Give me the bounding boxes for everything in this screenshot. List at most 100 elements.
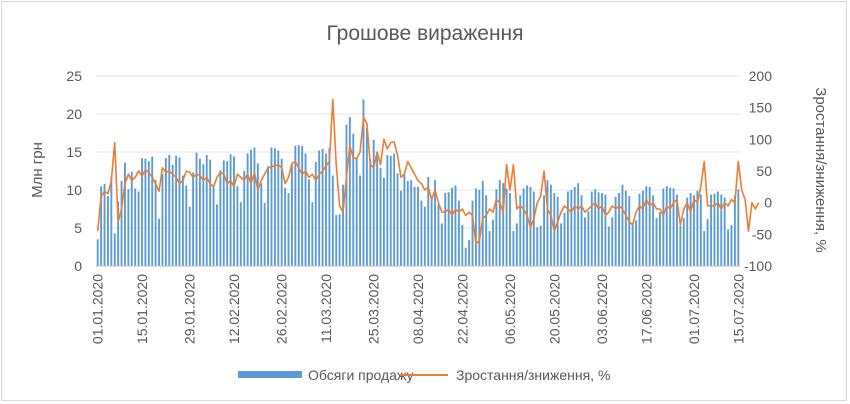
y2-tick-label-4: 100 (749, 131, 773, 147)
bar-86 (389, 155, 392, 266)
bar-170 (676, 194, 678, 266)
bar-3 (106, 196, 109, 266)
bar-112 (478, 190, 481, 266)
bar-142 (580, 195, 583, 266)
bar-83 (379, 167, 382, 266)
bar-110 (471, 200, 474, 266)
bar-105 (454, 185, 457, 266)
bar-89 (400, 190, 402, 266)
bar-65 (318, 150, 321, 266)
bar-57 (290, 164, 293, 266)
bar-175 (693, 195, 695, 266)
bar-121 (509, 193, 511, 266)
bar-176 (696, 190, 699, 266)
bar-114 (485, 195, 488, 266)
bar-24 (178, 157, 181, 266)
bar-17 (154, 180, 157, 266)
y2-tick-label-1: -50 (752, 226, 772, 242)
bar-49 (263, 202, 266, 266)
bar-131 (543, 195, 546, 266)
bar-80 (369, 158, 372, 266)
bar-21 (168, 155, 171, 266)
bar-108 (464, 247, 467, 266)
bar-109 (468, 240, 471, 266)
bar-173 (686, 197, 689, 266)
bar-100 (437, 204, 440, 266)
bar-156 (628, 196, 631, 266)
bar-118 (498, 180, 501, 266)
bar-96 (423, 206, 426, 266)
bar-19 (161, 174, 164, 266)
bar-149 (604, 194, 607, 266)
bar-81 (372, 139, 375, 266)
bar-1 (100, 186, 103, 266)
bar-148 (601, 193, 603, 266)
bar-38 (226, 161, 229, 266)
y2-tick-label-5: 150 (749, 100, 773, 116)
x-tick-label-3: 12.02.2020 (226, 274, 242, 344)
bar-4 (110, 176, 113, 266)
y-tick-label-3: 15 (66, 144, 82, 160)
bar-61 (304, 153, 307, 266)
bar-42 (239, 202, 242, 266)
bar-31 (202, 164, 205, 266)
y-axis-label: Млн грн (29, 142, 46, 198)
x-tick-label-8: 22.04.2020 (454, 274, 470, 344)
bar-48 (260, 183, 263, 266)
bar-51 (270, 147, 273, 266)
bar-158 (635, 220, 638, 266)
bar-79 (365, 127, 368, 267)
bar-186 (730, 224, 733, 266)
bar-107 (461, 224, 464, 266)
bar-125 (522, 188, 525, 266)
bar-182 (716, 191, 719, 266)
bar-144 (587, 211, 590, 266)
y-tick-label-0: 0 (74, 258, 82, 274)
bar-44 (246, 153, 249, 266)
x-tick-label-10: 20.05.2020 (546, 274, 562, 344)
bar-161 (645, 186, 648, 266)
bar-37 (222, 160, 225, 266)
bar-75 (352, 133, 355, 266)
bar-47 (256, 163, 259, 266)
bar-154 (621, 184, 624, 266)
bar-58 (294, 145, 297, 266)
line-series (96, 98, 760, 245)
bar-116 (492, 219, 494, 266)
bar-164 (655, 218, 658, 266)
legend-bar-label: Обсяги продажу (308, 367, 413, 383)
bar-10 (130, 171, 133, 266)
bar-185 (727, 229, 730, 266)
x-tick-label-1: 15.01.2020 (134, 274, 150, 344)
bar-90 (403, 174, 406, 266)
x-tick-label-7: 08.04.2020 (410, 274, 426, 344)
x-tick-label-2: 29.01.2020 (182, 274, 198, 344)
bar-166 (662, 188, 665, 266)
bar-122 (512, 231, 515, 266)
bar-133 (549, 184, 552, 266)
bar-46 (253, 147, 256, 266)
bar-167 (665, 186, 668, 266)
bar-27 (188, 206, 191, 266)
bar-115 (488, 231, 491, 266)
bar-82 (376, 156, 379, 266)
y-tick-label-2: 10 (66, 182, 82, 198)
bar-140 (573, 186, 576, 266)
bar-165 (658, 212, 661, 266)
bar-28 (192, 172, 195, 266)
bar-124 (519, 195, 522, 266)
bar-76 (355, 158, 358, 266)
bar-16 (151, 156, 154, 266)
bar-32 (205, 155, 208, 266)
bar-43 (243, 171, 246, 266)
bar-67 (325, 153, 327, 266)
bar-62 (308, 179, 310, 266)
bar-30 (198, 158, 201, 266)
bar-106 (457, 200, 460, 266)
bar-92 (410, 180, 413, 266)
legend-bar-swatch (238, 371, 302, 378)
y2-tick-label-2: 0 (764, 195, 772, 211)
chart-title: Грошове вираження (326, 22, 523, 45)
bar-15 (147, 161, 150, 266)
